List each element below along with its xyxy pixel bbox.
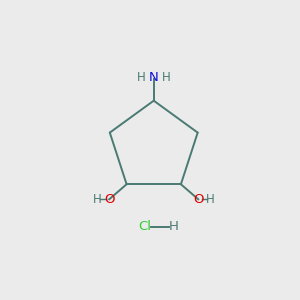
Text: N: N xyxy=(149,71,159,84)
Text: H: H xyxy=(137,70,146,84)
Text: H: H xyxy=(168,220,178,233)
Text: H: H xyxy=(206,193,214,206)
Text: H: H xyxy=(161,70,170,84)
Text: O: O xyxy=(193,193,203,206)
Text: Cl: Cl xyxy=(138,220,151,233)
Text: H: H xyxy=(93,193,102,206)
Text: O: O xyxy=(104,193,115,206)
